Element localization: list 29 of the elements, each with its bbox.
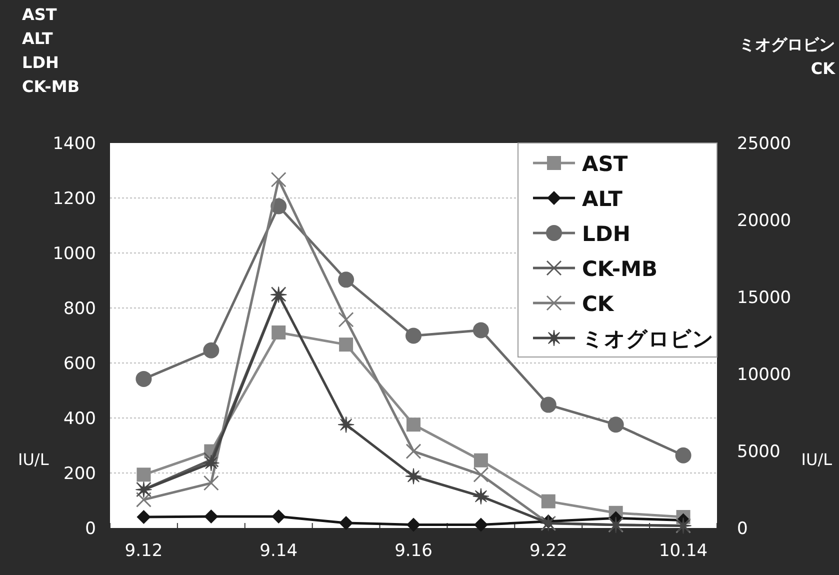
y-axis-title: AST ALT LDH CK-MB [22, 5, 80, 96]
y-tick-label: 0 [85, 519, 96, 539]
y2-tick-label: 5000 [737, 442, 780, 462]
legend-label: LDH [582, 222, 630, 246]
y2-tick-label: 15000 [737, 288, 792, 308]
legend-label: AST [582, 152, 628, 176]
text: IU/L [801, 450, 832, 469]
y2-axis-title: ミオグロビン CK [739, 35, 836, 78]
x-tick-label: 9.22 [529, 541, 568, 561]
y-tick-label: 200 [64, 464, 96, 484]
legend-label: CK [582, 292, 614, 316]
y-tick-label: 600 [64, 354, 96, 374]
x-tick-label: 9.16 [394, 541, 432, 561]
y-tick-label: 400 [64, 409, 96, 429]
y2-tick-label: 20000 [737, 211, 792, 231]
x-tick-label: 9.14 [260, 541, 298, 561]
legend-label: CK-MB [582, 257, 658, 281]
x-tick-label: 9.12 [124, 541, 163, 561]
y2-tick-label: 10000 [737, 365, 792, 385]
x-tick-label: 10.14 [658, 541, 708, 561]
text: IU/L [18, 450, 49, 469]
y-tick-label: 1400 [52, 134, 96, 154]
y-tick-label: 1000 [52, 244, 96, 264]
y-tick-label: 1200 [52, 189, 96, 209]
legend-label: ALT [582, 187, 624, 211]
y2-tick-label: 25000 [737, 134, 792, 154]
y-tick-label: 800 [64, 299, 96, 319]
legend-label: ミオグロビン [582, 327, 714, 351]
y2-tick-label: 0 [737, 519, 748, 539]
